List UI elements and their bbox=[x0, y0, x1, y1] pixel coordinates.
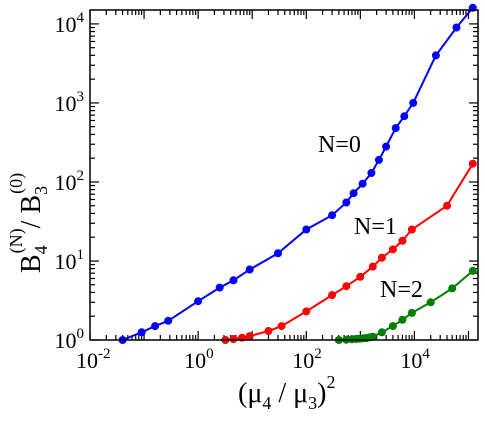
data-point-n1 bbox=[377, 253, 386, 262]
y-tick-label: 104 bbox=[55, 10, 85, 37]
data-point-n1 bbox=[245, 332, 254, 341]
data-point-n2 bbox=[398, 315, 407, 324]
data-point-n0 bbox=[215, 283, 224, 292]
x-tick-label: 102 bbox=[292, 346, 322, 373]
data-point-n0 bbox=[328, 211, 337, 220]
series-label-n0: N=0 bbox=[318, 132, 361, 158]
x-tick-label: 10-2 bbox=[76, 346, 111, 373]
data-point-n1 bbox=[302, 307, 311, 316]
series-label-n2: N=2 bbox=[380, 277, 423, 303]
data-point-n2 bbox=[368, 332, 377, 341]
data-point-n0 bbox=[229, 276, 238, 285]
x-axis-label: (μ4 / μ3)2 bbox=[238, 372, 335, 413]
data-point-n1 bbox=[407, 225, 416, 234]
data-point-n0 bbox=[245, 265, 254, 274]
data-point-n1 bbox=[264, 327, 273, 335]
series-line-n1 bbox=[225, 163, 474, 341]
data-point-n0 bbox=[431, 51, 440, 60]
data-point-n1 bbox=[398, 236, 407, 245]
y-axis-label: B4(N)/ B3(0) bbox=[6, 173, 51, 273]
data-point-n0 bbox=[374, 155, 383, 164]
data-point-n2 bbox=[468, 266, 477, 275]
y-tick-label: 103 bbox=[55, 89, 85, 116]
plot-frame bbox=[89, 9, 479, 341]
data-point-n0 bbox=[164, 316, 173, 325]
data-point-n0 bbox=[137, 328, 146, 337]
data-point-n2 bbox=[426, 298, 435, 307]
data-point-n1 bbox=[443, 201, 451, 210]
data-point-n0 bbox=[382, 142, 391, 151]
data-point-n0 bbox=[302, 225, 311, 234]
data-point-n1 bbox=[277, 322, 286, 331]
data-point-n2 bbox=[388, 322, 397, 331]
data-point-n0 bbox=[409, 98, 418, 107]
data-point-n0 bbox=[391, 124, 400, 133]
x-tick-label: 104 bbox=[400, 346, 430, 373]
series-layer bbox=[118, 3, 477, 344]
data-point-n0 bbox=[452, 23, 461, 32]
data-point-n0 bbox=[367, 169, 376, 177]
data-point-n0 bbox=[151, 322, 160, 331]
data-point-n0 bbox=[358, 179, 367, 188]
x-tick-label: 100 bbox=[184, 346, 214, 373]
data-point-n0 bbox=[349, 189, 358, 198]
tick-layer bbox=[89, 10, 478, 341]
data-point-n1 bbox=[229, 335, 238, 343]
data-point-n2 bbox=[407, 308, 416, 317]
data-point-n1 bbox=[342, 282, 351, 291]
data-point-n2 bbox=[448, 284, 457, 293]
data-point-n0 bbox=[400, 112, 409, 121]
y-tick-label: 100 bbox=[55, 326, 85, 353]
data-point-n1 bbox=[388, 245, 397, 254]
data-point-n1 bbox=[328, 291, 337, 300]
data-point-n0 bbox=[274, 249, 282, 258]
y-tick-label: 101 bbox=[55, 247, 85, 274]
data-point-n1 bbox=[356, 272, 365, 281]
data-point-n0 bbox=[342, 198, 351, 207]
y-tick-label: 102 bbox=[55, 168, 85, 195]
data-point-n2 bbox=[377, 328, 386, 337]
data-point-n0 bbox=[194, 297, 203, 306]
data-point-n1 bbox=[468, 159, 477, 168]
series-label-n1: N=1 bbox=[354, 214, 397, 240]
data-point-n1 bbox=[368, 262, 377, 271]
